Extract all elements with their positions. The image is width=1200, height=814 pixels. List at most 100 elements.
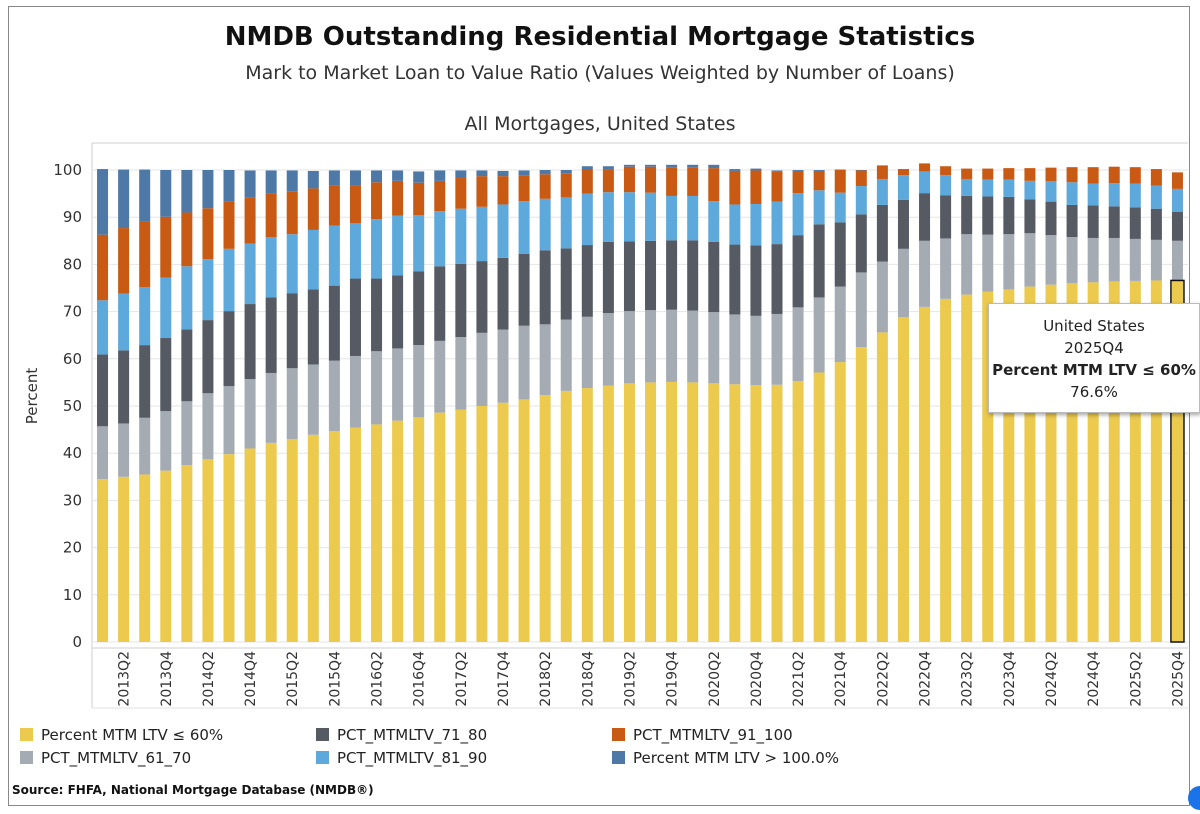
- bar-segment: [750, 385, 762, 642]
- bar-segment: [139, 287, 151, 346]
- legend-item-61-70[interactable]: PCT_MTMLTV_61_70: [20, 749, 191, 767]
- legend-item-91-100[interactable]: PCT_MTMLTV_91_100: [612, 726, 793, 744]
- bar-segment: [813, 372, 825, 642]
- bar-segment: [497, 204, 509, 258]
- bar-segment: [244, 170, 256, 198]
- bar-segment: [792, 193, 804, 236]
- bar-segment: [434, 266, 446, 341]
- bar-segment: [1171, 240, 1183, 281]
- bar-segment: [834, 362, 846, 642]
- bar-segment: [413, 345, 425, 418]
- bar-segment: [771, 313, 783, 385]
- chart-subtitle: Mark to Market Loan to Value Ratio (Valu…: [245, 62, 955, 84]
- legend-item-71-80[interactable]: PCT_MTMLTV_71_80: [316, 726, 487, 744]
- bar-segment: [645, 310, 657, 383]
- y-tick-label: 0: [72, 633, 82, 651]
- bar-segment: [244, 379, 256, 449]
- bar-segment: [1045, 235, 1057, 285]
- bar-segment: [371, 219, 383, 279]
- bar-segment: [645, 192, 657, 241]
- bar-segment: [349, 223, 361, 279]
- bar-segment: [623, 383, 635, 642]
- bar-segment: [202, 393, 214, 460]
- x-tick-label: 2022Q2: [875, 651, 891, 707]
- bar-segment: [581, 193, 593, 246]
- bar-segment: [307, 364, 319, 435]
- bar-segment: [645, 240, 657, 311]
- legend-label-le60: Percent MTM LTV ≤ 60%: [41, 726, 224, 744]
- bar-segment: [876, 332, 888, 642]
- bar-segment: [666, 240, 678, 310]
- bar-segment: [160, 277, 172, 339]
- bar-segment: [1129, 183, 1141, 208]
- bar-segment: [160, 170, 172, 217]
- bar-segment: [581, 316, 593, 389]
- bar-segment: [750, 315, 762, 386]
- bar-segment: [539, 174, 551, 199]
- bar-segment: [286, 170, 298, 192]
- bar-segment: [244, 304, 256, 380]
- bar-segment: [497, 257, 509, 330]
- bar-segment: [518, 325, 530, 400]
- bar-segment: [97, 300, 109, 355]
- bar-segment: [1171, 172, 1183, 189]
- bar-segment: [602, 241, 614, 314]
- bar-segment: [982, 234, 994, 292]
- legend-item-gt100[interactable]: Percent MTM LTV > 100.0%: [612, 749, 839, 767]
- bar-segment: [476, 206, 488, 262]
- legend-item-le60[interactable]: Percent MTM LTV ≤ 60%: [20, 726, 223, 744]
- bar-segment: [518, 175, 530, 202]
- bar-segment: [602, 192, 614, 242]
- bar-segment: [666, 167, 678, 196]
- tooltip-measure: Percent MTM LTV ≤ 60%: [992, 361, 1196, 379]
- bar-segment: [1045, 201, 1057, 236]
- bar-segment: [876, 204, 888, 262]
- y-tick-label: 50: [63, 397, 82, 415]
- x-tick-label: 2016Q2: [370, 651, 386, 707]
- bar-segment: [897, 317, 909, 642]
- bar-segment: [708, 164, 720, 169]
- bar-segment: [1108, 281, 1120, 642]
- bar-segment: [328, 285, 340, 361]
- bar-segment: [455, 263, 467, 338]
- bar-segment: [581, 166, 593, 170]
- bar-segment: [181, 401, 193, 465]
- bar-segment: [497, 170, 509, 177]
- bar-segment: [961, 178, 973, 196]
- y-axis-label: Percent: [23, 368, 41, 425]
- bar-segment: [455, 409, 467, 642]
- legend-item-81-90[interactable]: PCT_MTMLTV_81_90: [316, 749, 487, 767]
- bar-segment: [349, 170, 361, 186]
- tooltip-value: 76.6%: [1070, 383, 1118, 401]
- bar-segment: [708, 241, 720, 313]
- bar-segment: [623, 241, 635, 312]
- bar-segment: [771, 170, 783, 172]
- bar-segment: [897, 169, 909, 176]
- bar-segment: [602, 385, 614, 642]
- bar-segment: [223, 386, 235, 455]
- bar-segment: [750, 168, 762, 171]
- floating-action-dot[interactable]: [1188, 786, 1200, 810]
- bar-segment: [223, 248, 235, 312]
- chart-title: NMDB Outstanding Residential Mortgage St…: [224, 22, 976, 52]
- bar-segment: [1024, 286, 1036, 642]
- bar-segment: [244, 197, 256, 244]
- bar-segment: [750, 170, 762, 204]
- bar-segment: [349, 355, 361, 428]
- bar-segment: [455, 178, 467, 209]
- bar-segment: [413, 182, 425, 216]
- bar-segment: [371, 351, 383, 425]
- bar-segment: [139, 221, 151, 288]
- bar-segment: [1150, 169, 1162, 186]
- bar-segment: [1150, 239, 1162, 281]
- bar-segment: [645, 382, 657, 642]
- legend-swatch-71-80: [316, 728, 329, 741]
- bar-segment: [961, 234, 973, 295]
- bar-segment: [876, 261, 888, 333]
- bar-segment: [349, 427, 361, 642]
- bar-segment: [1108, 183, 1120, 207]
- bar-segment: [265, 297, 277, 373]
- bar-segment: [455, 337, 467, 410]
- bar-segment: [1129, 207, 1141, 239]
- bar-segment: [729, 169, 741, 171]
